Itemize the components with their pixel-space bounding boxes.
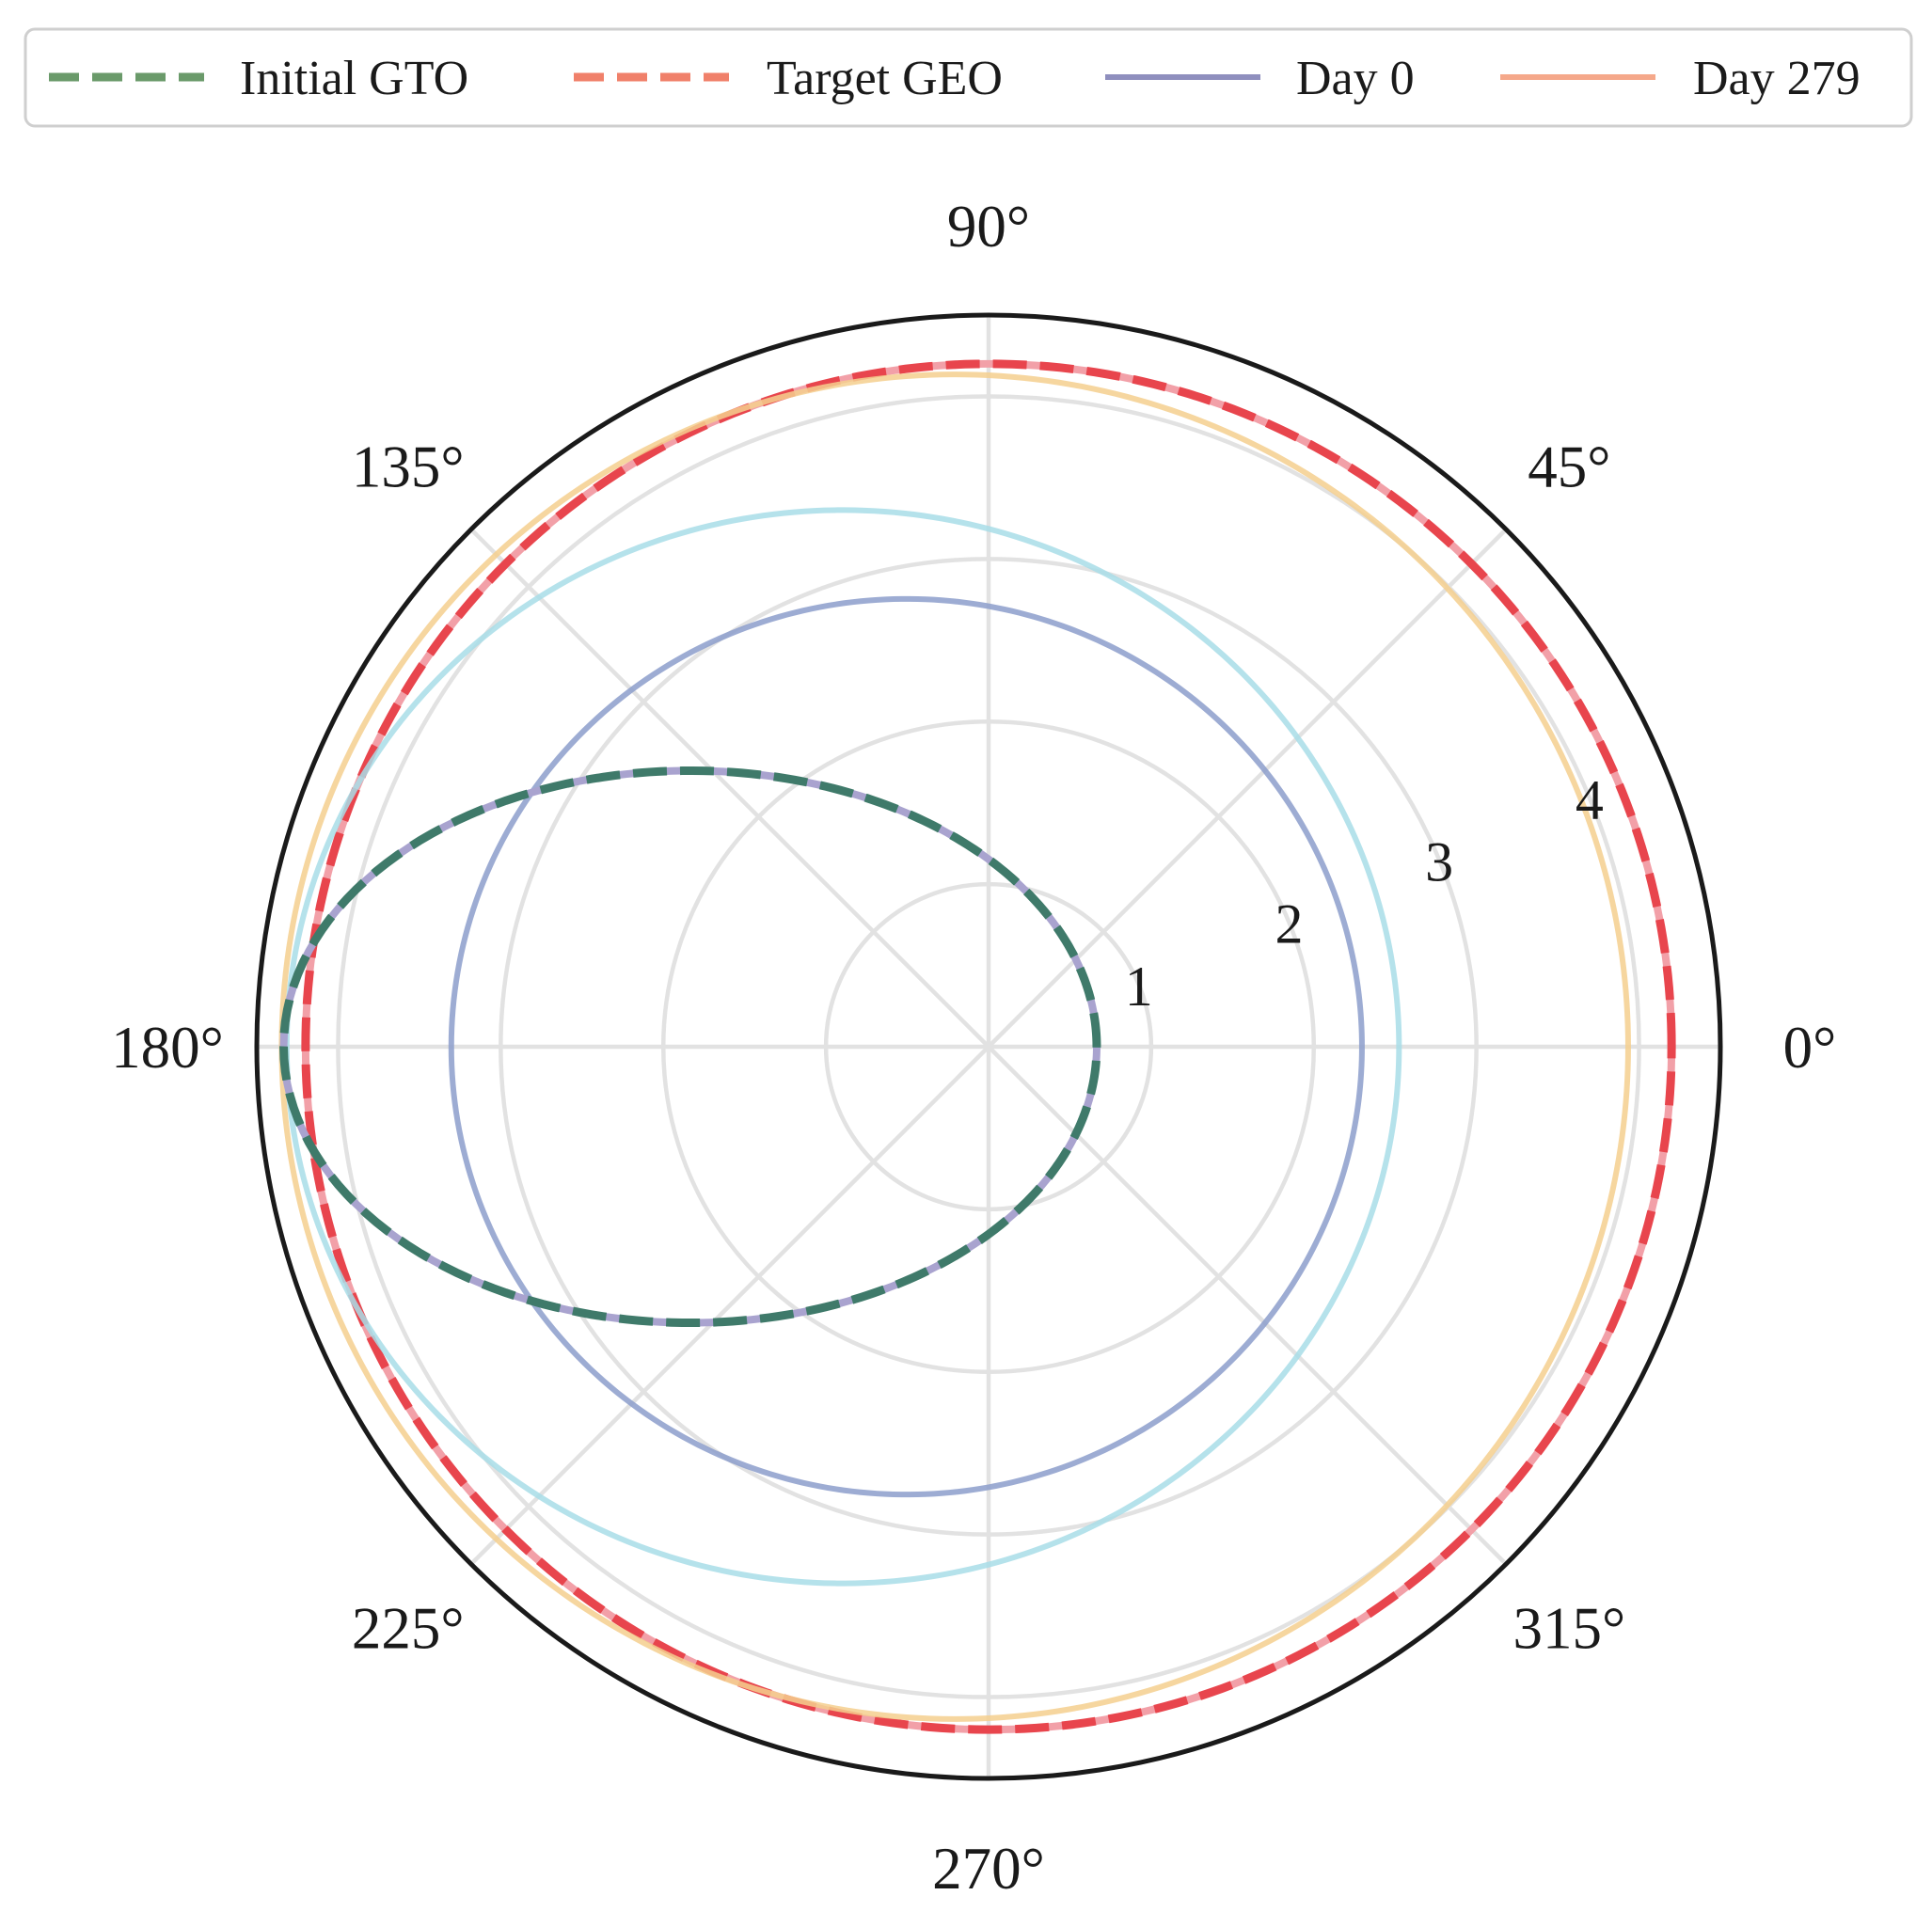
label-layer: 0° 45° 90° 135° 180° 225° 270° 315° 1 2 3 4 <box>111 194 1836 1902</box>
angle-tick-label: 270° <box>932 1836 1045 1902</box>
grid-layer <box>257 315 1720 1778</box>
series-layer <box>278 359 1676 1734</box>
angle-tick-label: 135° <box>352 434 465 500</box>
radial-tick-label: 3 <box>1425 831 1453 893</box>
legend-label: Target GEO <box>767 52 1003 105</box>
radial-tick-label: 4 <box>1576 768 1604 830</box>
angle-tick-label: 45° <box>1528 434 1610 500</box>
orbit-line <box>448 595 1365 1498</box>
legend-label: Day 0 <box>1296 52 1415 105</box>
angular-gridline <box>469 1045 990 1566</box>
orbit-line <box>279 766 1101 1328</box>
legend-label: Initial GTO <box>240 52 468 105</box>
angle-tick-label: 180° <box>111 1015 224 1081</box>
polar-frame <box>254 312 1723 1781</box>
radial-tick-label: 2 <box>1275 893 1303 956</box>
angular-gridline <box>987 528 1508 1049</box>
angle-tick-label: 225° <box>352 1595 465 1661</box>
orbit-line <box>301 359 1676 1734</box>
angular-gridline <box>987 1045 1508 1566</box>
legend-frame <box>24 27 1913 128</box>
angle-tick-label: 315° <box>1512 1595 1625 1661</box>
frame-layer <box>254 312 1723 1781</box>
radial-tick-label: 1 <box>1125 956 1153 1018</box>
legend: Initial GTO Target GEO Day 0 Day 279 <box>24 27 1913 128</box>
angle-tick-label: 0° <box>1783 1015 1837 1081</box>
angle-tick-label: 90° <box>947 194 1030 260</box>
legend-label: Day 279 <box>1693 52 1861 105</box>
angular-gridline <box>469 528 990 1049</box>
